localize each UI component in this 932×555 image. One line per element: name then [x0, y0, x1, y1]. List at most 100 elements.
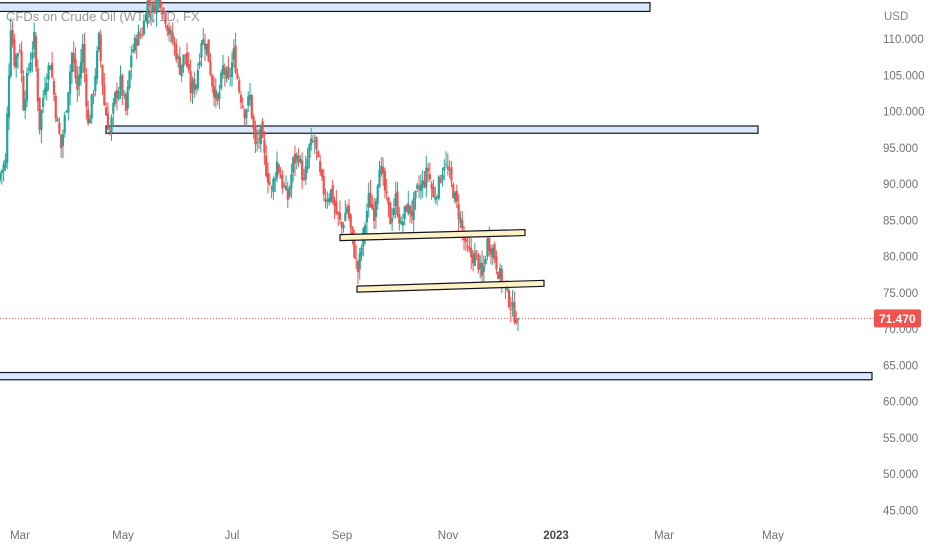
candle [158, 0, 162, 13]
candle [209, 53, 212, 77]
candle-body [196, 69, 199, 89]
candle [133, 34, 136, 54]
candle-body [151, 4, 154, 11]
candle-body [180, 64, 183, 77]
candle [97, 31, 101, 53]
candle-body [79, 61, 83, 79]
resistance-zone-top[interactable] [0, 2, 651, 13]
candle-body [292, 157, 295, 173]
x-axis[interactable]: Mar May Jul Sep Nov 2023 Mar May [10, 530, 784, 542]
candle-body [142, 20, 145, 35]
candle-body [482, 265, 485, 273]
candle [466, 235, 469, 253]
candle-body [149, 10, 153, 13]
candle [72, 41, 75, 72]
candle-body [383, 170, 387, 191]
candle [117, 86, 120, 102]
candle-body [243, 109, 246, 119]
candle [301, 152, 304, 190]
candle [475, 250, 478, 261]
candle-body [13, 39, 16, 67]
candle [365, 203, 369, 235]
candle-body [507, 290, 511, 308]
candle [144, 14, 147, 22]
support-zone-bottom[interactable] [0, 371, 873, 381]
candle-body [479, 263, 482, 269]
candle [94, 68, 97, 97]
candle [160, 3, 163, 20]
candle [270, 185, 273, 199]
candle-body [373, 208, 376, 221]
candle [239, 91, 243, 109]
candle-body [387, 197, 390, 206]
candle [281, 169, 284, 194]
candle-body [304, 166, 307, 180]
candle-body [425, 167, 428, 188]
y-tick-label: 85.000 [883, 215, 918, 227]
candle-body [448, 169, 451, 172]
candle [7, 63, 11, 131]
candle-body [220, 72, 223, 89]
candle-body [239, 94, 243, 103]
candle-body [153, 6, 156, 13]
candle-body [34, 36, 38, 68]
candle [176, 53, 180, 68]
candle-body [25, 72, 29, 101]
zones-layer [0, 2, 873, 381]
candle-body [281, 174, 284, 189]
candle [135, 34, 138, 59]
candle [288, 185, 291, 199]
candle [256, 129, 259, 152]
resistance-zone-middle[interactable] [105, 125, 759, 134]
candle-body [274, 177, 277, 181]
candle-body [365, 210, 369, 223]
candle [16, 52, 20, 69]
candle [85, 67, 88, 120]
candle [58, 117, 61, 136]
candle-body [371, 203, 374, 209]
candle [373, 198, 376, 230]
candle-body [78, 74, 81, 86]
candle-body [234, 45, 237, 73]
candle-body [43, 88, 47, 96]
channel-lower-line[interactable] [356, 279, 545, 293]
y-tick-label: 100.000 [883, 107, 925, 119]
candle [175, 38, 178, 63]
candle-body [358, 252, 361, 270]
y-tick-label: 50.000 [883, 469, 918, 481]
candle-body [58, 122, 61, 134]
candle-body [403, 206, 406, 219]
candle-body [96, 50, 99, 79]
y-axis[interactable]: USD 110.000 105.000 100.000 95.000 90.000 85.… [883, 11, 925, 517]
candle-body [446, 166, 449, 170]
candle [69, 64, 72, 106]
candle-body [225, 70, 228, 79]
candle [311, 134, 315, 144]
candle [123, 90, 126, 100]
candle [207, 39, 210, 62]
candle-body [468, 246, 471, 250]
candle [369, 179, 372, 208]
candle-body [511, 301, 514, 308]
candle-body [331, 185, 334, 203]
candle-body [275, 161, 279, 178]
candle-body [27, 68, 30, 70]
candle-body [439, 179, 442, 183]
channel-layer [339, 228, 545, 293]
x-tick-label: Mar [10, 530, 30, 542]
candle-body [155, 0, 158, 14]
candle [130, 45, 133, 80]
candle [292, 156, 295, 183]
channel-upper-line[interactable] [339, 228, 526, 242]
candle-body [29, 62, 32, 72]
candle [164, 10, 167, 29]
candle [182, 54, 185, 73]
candle-body [241, 106, 244, 108]
candle [42, 90, 45, 114]
candle-body [18, 50, 21, 52]
candle-body [344, 212, 347, 222]
candle-body [131, 49, 135, 53]
candle-body [297, 155, 300, 163]
